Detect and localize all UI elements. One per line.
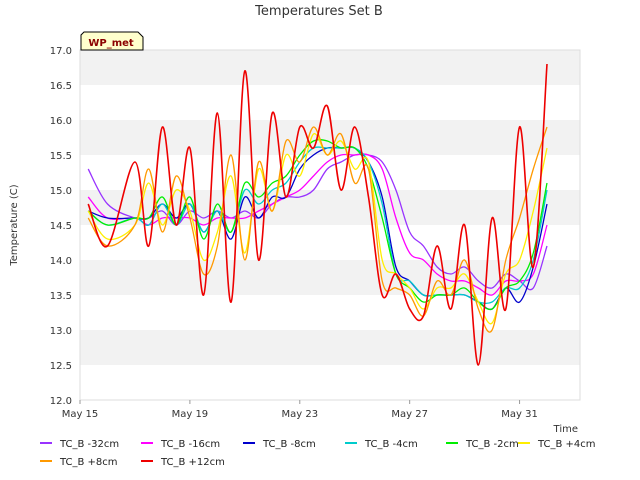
legend-label: TC_B -16cm (160, 439, 220, 450)
series-line-tc-b-12cm (87, 63, 548, 366)
plot-frame (79, 49, 581, 401)
grid-band (80, 295, 580, 330)
legend: TC_B -32cm TC_B -16cm TC_B -8cm TC_B -4cm TC… (40, 439, 596, 468)
series-lines (87, 63, 548, 366)
x-tick-label: May 19 (172, 409, 209, 420)
grid-band (80, 120, 580, 155)
grid-bands (80, 50, 580, 400)
badge-background (80, 31, 144, 51)
grid-band (80, 260, 580, 295)
legend-item: TC_B -8cm (243, 439, 316, 450)
legend-label: TC_B -2cm (465, 439, 519, 450)
series-line-tc-b-8cm (87, 126, 548, 333)
x-tick-label: May 27 (391, 409, 428, 420)
legend-label: TC_B +4cm (537, 439, 596, 450)
legend-item: TC_B -32cm (40, 439, 119, 450)
x-axis-ticks: May 15 May 19 May 23 May 27 May 31 (62, 400, 538, 420)
y-tick-label: 12.5 (50, 361, 72, 372)
badge-label: WP_met (88, 38, 134, 49)
x-tick-label: May 31 (501, 409, 538, 420)
grid-band (80, 50, 580, 85)
x-tick-label: May 15 (62, 409, 99, 420)
y-tick-label: 13.0 (50, 326, 72, 337)
legend-label: TC_B +12cm (160, 457, 225, 468)
y-tick-label: 14.5 (50, 221, 72, 232)
y-tick-label: 15.0 (50, 186, 72, 197)
x-axis-title: Time (553, 424, 578, 435)
x-tick-label: May 23 (281, 409, 318, 420)
legend-label: TC_B -4cm (364, 439, 418, 450)
grid-band (80, 330, 580, 365)
legend-item: TC_B -4cm (345, 439, 418, 450)
legend-item: TC_B -16cm (141, 439, 220, 450)
y-tick-label: 14.0 (50, 256, 72, 267)
legend-item: TC_B +12cm (141, 457, 225, 468)
y-axis-title: Temperature (C) (9, 184, 20, 266)
legend-label: TC_B -8cm (262, 439, 316, 450)
y-tick-label: 15.5 (50, 151, 72, 162)
grid-band (80, 225, 580, 260)
series-line-tc-b-32cm (87, 153, 548, 291)
y-axis-ticks: 12.0 12.5 13.0 13.5 14.0 14.5 15.0 15.5 16.0 16.5… (50, 46, 72, 407)
chart-title: Temperatures Set B (254, 4, 383, 19)
legend-label: TC_B -32cm (59, 439, 119, 450)
y-tick-label: 17.0 (50, 46, 72, 57)
wp-met-badge: WP_met (80, 31, 144, 51)
grid-band (80, 190, 580, 225)
y-tick-label: 13.5 (50, 291, 72, 302)
legend-item: TC_B -2cm (446, 439, 519, 450)
legend-label: TC_B +8cm (59, 457, 118, 468)
y-tick-label: 16.5 (50, 81, 72, 92)
y-tick-label: 12.0 (50, 396, 72, 407)
y-tick-label: 16.0 (50, 116, 72, 127)
grid-band (80, 365, 580, 400)
legend-item: TC_B +8cm (40, 457, 118, 468)
legend-item: TC_B +4cm (518, 439, 596, 450)
